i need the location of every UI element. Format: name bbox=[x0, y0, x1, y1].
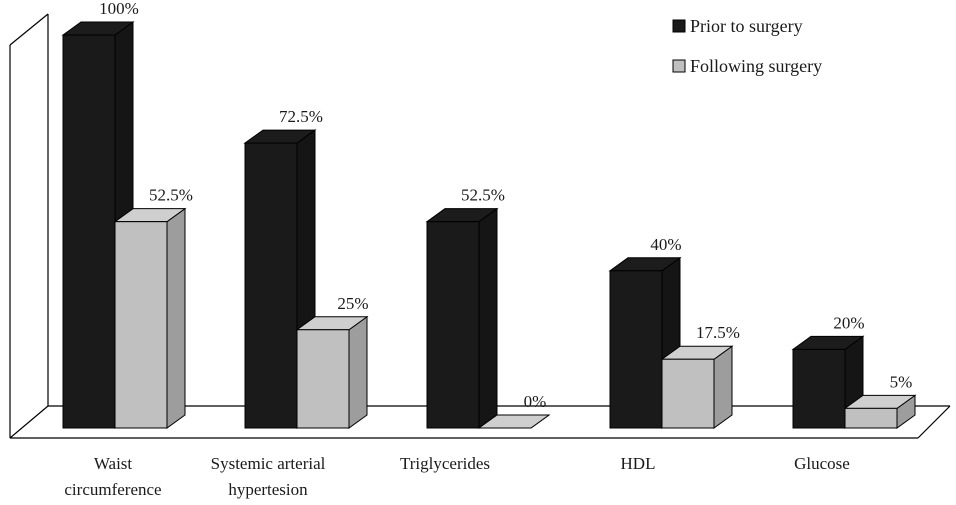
x-tick-label: Systemic arterial bbox=[211, 454, 326, 473]
legend-label: Prior to surgery bbox=[690, 16, 803, 36]
bar-front-face bbox=[62, 34, 116, 429]
bar-front-face bbox=[296, 329, 350, 429]
data-label: 5% bbox=[890, 372, 913, 391]
legend-swatch bbox=[672, 19, 686, 33]
y-axis-wall-top bbox=[9, 13, 49, 46]
bar-front-face bbox=[609, 270, 663, 429]
data-label: 40% bbox=[650, 235, 681, 254]
data-label: 25% bbox=[337, 294, 368, 313]
x-tick-label: hypertesion bbox=[228, 480, 308, 499]
data-label: 17.5% bbox=[696, 323, 740, 342]
bar-top-face bbox=[477, 414, 551, 429]
data-label: 0% bbox=[524, 392, 547, 411]
bar-front-face bbox=[244, 142, 298, 429]
data-labels: 100% 72.5% 52.5% 40% 20% 52.5% 25% 0% 17.5% 5% bbox=[99, 0, 912, 411]
legend-label: Following surgery bbox=[690, 56, 822, 76]
x-axis-labels: Waist circumference Systemic arterial hyper… bbox=[64, 454, 849, 499]
x-tick-label: HDL bbox=[621, 454, 656, 473]
legend-swatch bbox=[672, 59, 686, 73]
data-label: 52.5% bbox=[461, 186, 505, 205]
floor-right-edge bbox=[917, 405, 951, 439]
bar-front-face bbox=[792, 348, 846, 429]
bar-following-4 bbox=[843, 394, 917, 429]
x-tick-label: circumference bbox=[64, 480, 161, 499]
bar-front-face bbox=[661, 358, 715, 429]
chart-bars bbox=[61, 21, 917, 429]
bar-side-face bbox=[348, 315, 368, 429]
data-label: 52.5% bbox=[149, 186, 193, 205]
bar-following-0 bbox=[113, 207, 187, 429]
bar-prior-2 bbox=[425, 207, 499, 429]
data-label: 100% bbox=[99, 0, 139, 18]
bar-following-2 bbox=[477, 414, 551, 429]
bar-front-face bbox=[844, 407, 898, 429]
x-tick-label: Triglycerides bbox=[400, 454, 490, 473]
bar-front-face bbox=[114, 221, 168, 429]
legend: Prior to surgery Following surgery bbox=[672, 16, 822, 76]
bar-following-3 bbox=[660, 345, 734, 429]
bar-following-1 bbox=[295, 315, 369, 429]
data-label: 20% bbox=[833, 313, 864, 332]
bar-side-face bbox=[713, 345, 733, 429]
x-tick-label: Waist bbox=[94, 454, 133, 473]
x-tick-label: Glucose bbox=[794, 454, 850, 473]
bar-front-face bbox=[426, 221, 480, 429]
floor-left-edge bbox=[9, 405, 49, 439]
data-label: 72.5% bbox=[279, 107, 323, 126]
bar-side-face bbox=[166, 207, 186, 429]
bar-side-face bbox=[478, 207, 498, 429]
bar-prior-4 bbox=[791, 335, 865, 429]
